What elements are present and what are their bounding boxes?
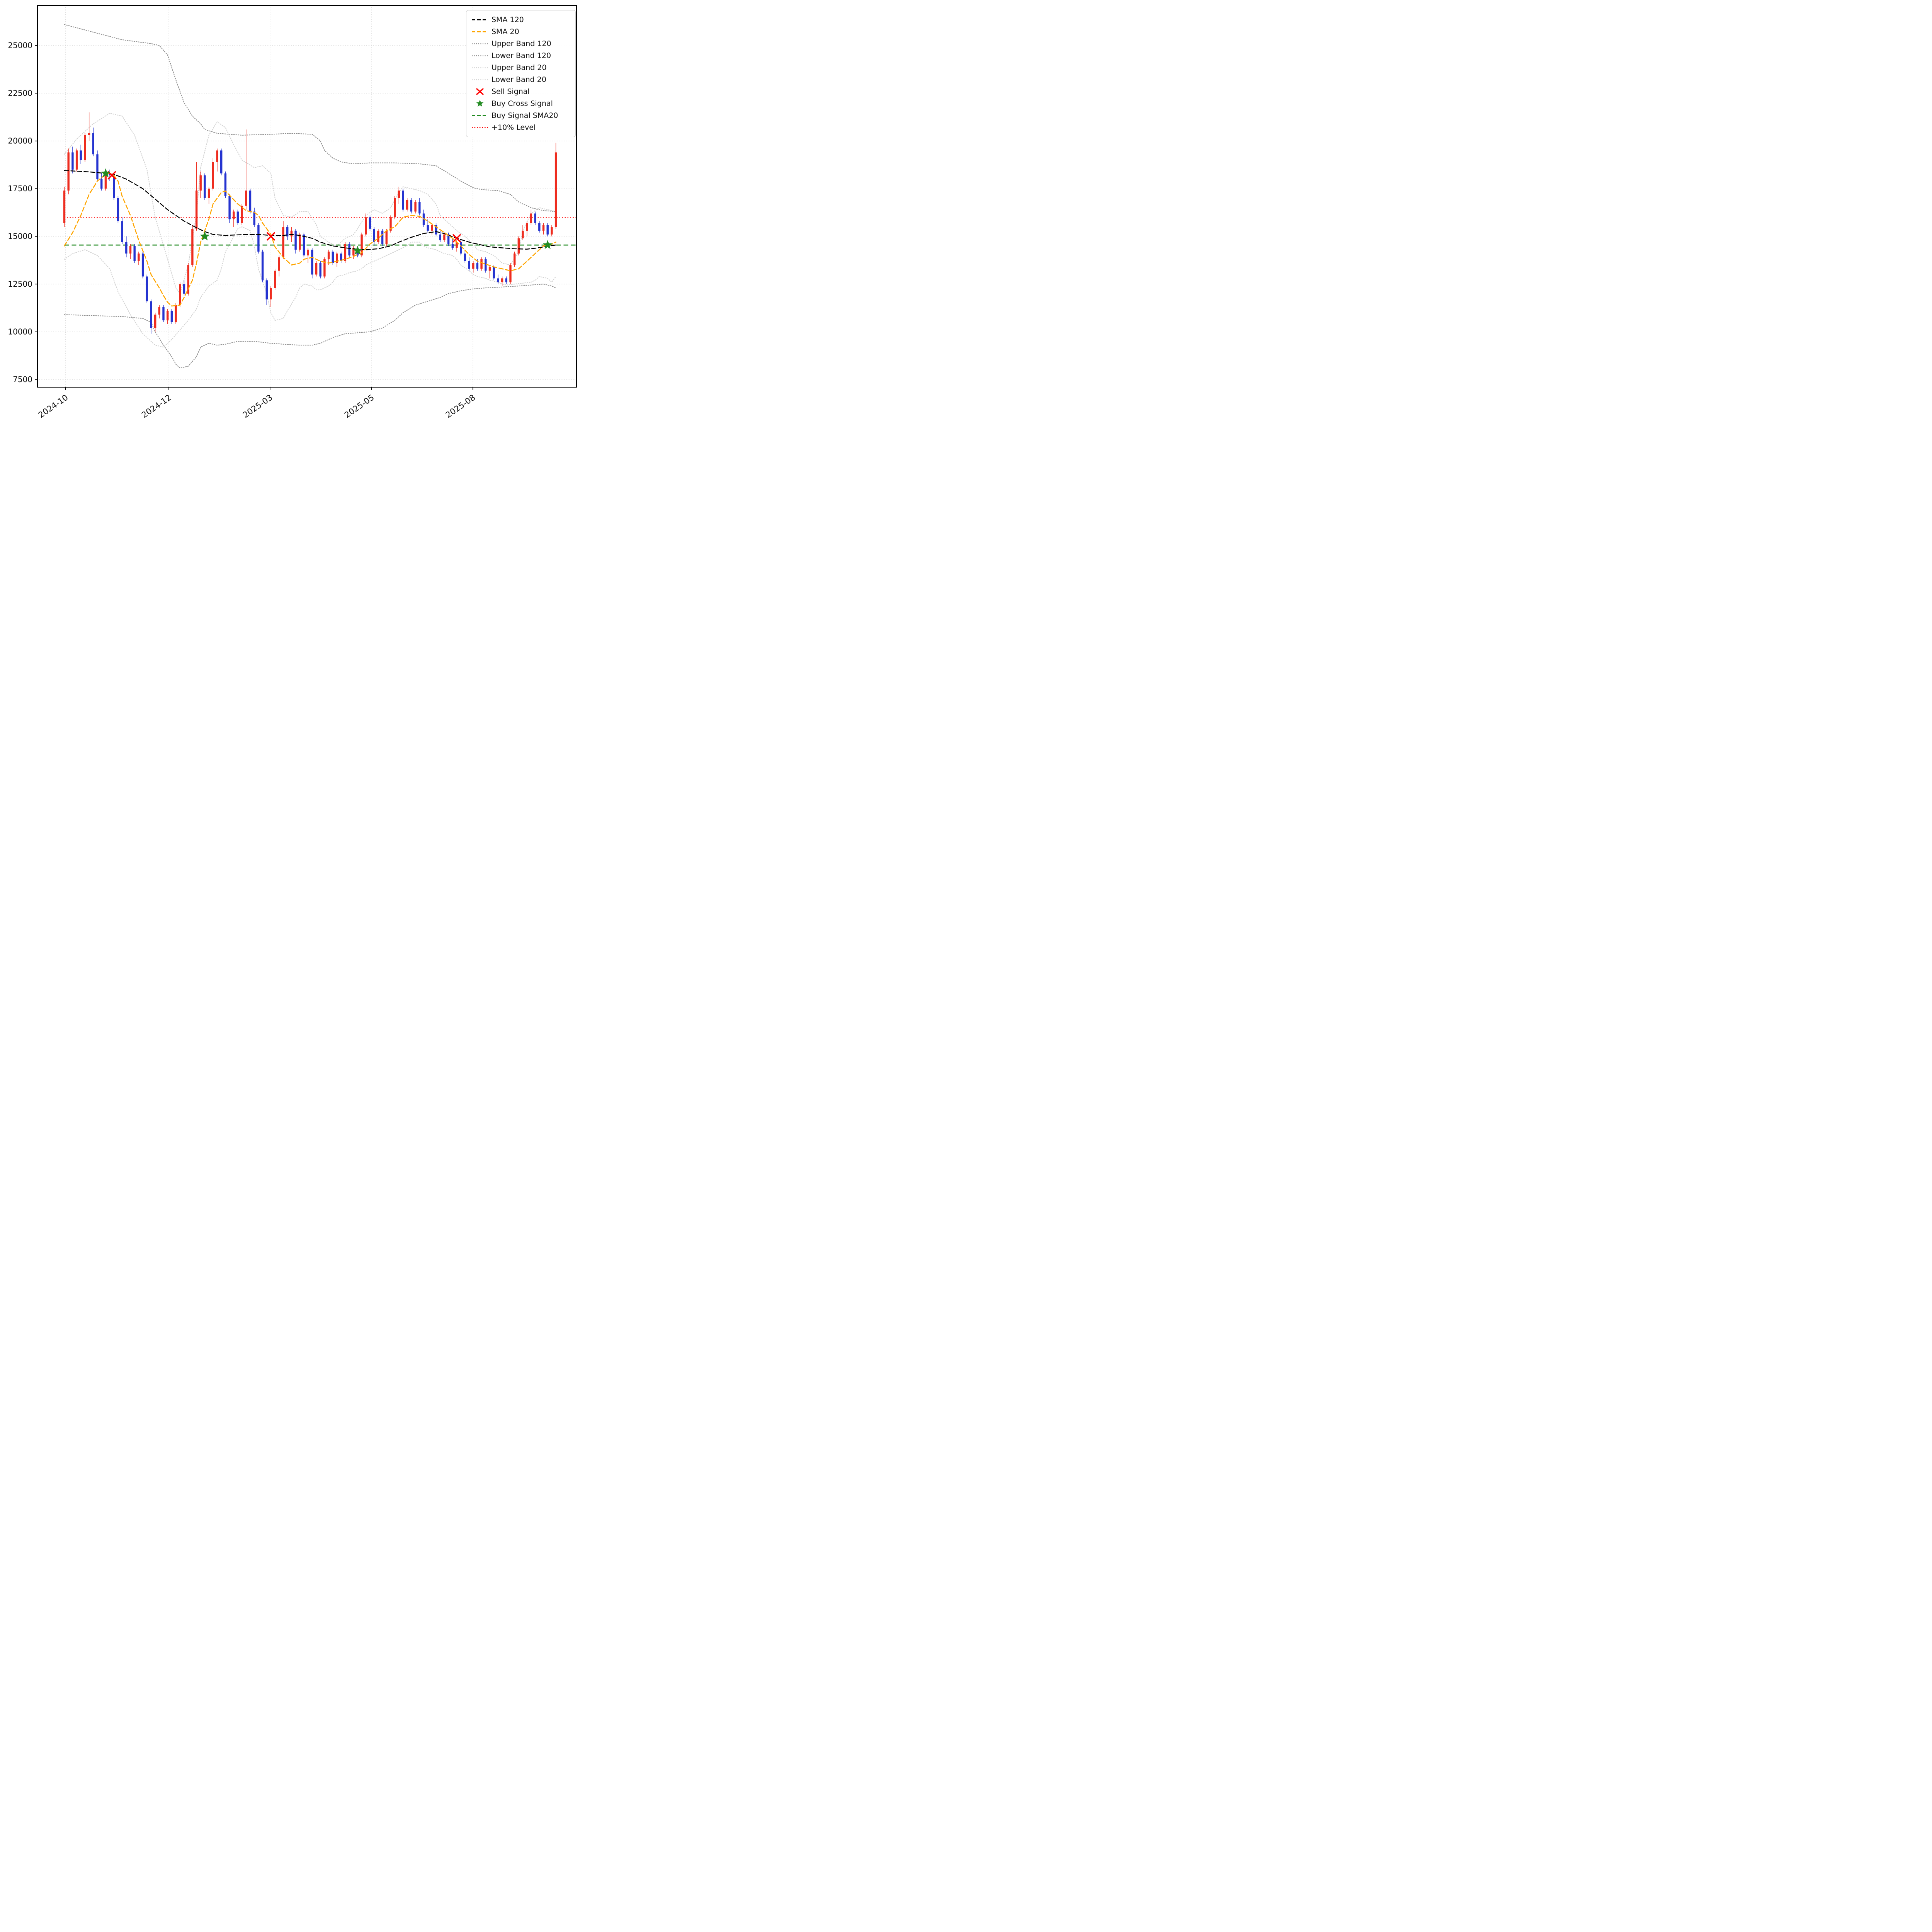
grid-lines	[37, 5, 577, 387]
legend-item-upper-band-20: Upper Band 20	[471, 62, 571, 73]
sell-signal-marker	[107, 171, 116, 180]
chart-legend: SMA 120 SMA 20 Upper Band 120 Lower Band 12…	[466, 10, 576, 137]
bollinger-bands	[64, 24, 556, 369]
y-tick-label: 10000	[8, 327, 32, 337]
legend-label: Sell Signal	[492, 87, 530, 96]
legend-label: Lower Band 120	[492, 51, 551, 60]
legend-item-buy-cross-signal: Buy Cross Signal	[471, 98, 571, 109]
legend-label: +10% Level	[492, 123, 536, 132]
upper-band-120-line	[64, 24, 556, 212]
y-tick-label: 7500	[13, 375, 32, 384]
x-tick-label: 2025-05	[343, 393, 376, 420]
line-sample-icon	[471, 123, 489, 132]
legend-label: Buy Cross Signal	[492, 99, 553, 108]
y-tick-label: 17500	[8, 184, 32, 193]
horizontal-levels	[64, 217, 577, 246]
legend-item-lower-band-120: Lower Band 120	[471, 50, 571, 61]
x-tick-label: 2024-10	[37, 393, 70, 420]
legend-item-buy-signal-sma20: Buy Signal SMA20	[471, 110, 571, 121]
legend-label: Buy Signal SMA20	[492, 111, 558, 120]
x-tick-label: 2025-08	[444, 393, 477, 420]
line-sample-icon	[471, 27, 489, 36]
legend-item--10-level: +10% Level	[471, 122, 571, 133]
buy-cross-signal-marker	[200, 231, 210, 241]
legend-item-sma-120: SMA 120	[471, 14, 571, 25]
line-sample-icon	[471, 63, 489, 72]
candlestick-chart-figure: 7500 10000 12500 15000 17500 20000 22500 25000 2…	[0, 0, 580, 423]
buy-star-icon	[471, 99, 489, 108]
legend-item-lower-band-20: Lower Band 20	[471, 74, 571, 85]
y-tick-label: 22500	[8, 88, 32, 98]
chart-plot-area: 7500 10000 12500 15000 17500 20000 22500 25000 2…	[8, 5, 577, 420]
x-tick-label: 2025-03	[241, 393, 274, 420]
legend-label: Upper Band 20	[492, 63, 547, 72]
line-sample-icon	[471, 15, 489, 24]
legend-label: SMA 20	[492, 27, 519, 36]
line-sample-icon	[471, 111, 489, 120]
buy-cross-signal-marker	[353, 245, 362, 255]
lower-band-120-line	[64, 284, 556, 369]
legend-label: Lower Band 20	[492, 75, 546, 84]
sma-20-line	[64, 173, 556, 307]
legend-item-upper-band-120: Upper Band 120	[471, 38, 571, 49]
lower-band-20-line	[64, 226, 556, 348]
legend-label: Upper Band 120	[492, 39, 551, 48]
y-tick-label: 15000	[8, 232, 32, 241]
y-tick-label: 25000	[8, 41, 32, 50]
buy-cross-signal-marker	[101, 168, 111, 178]
legend-item-sma-20: SMA 20	[471, 26, 571, 37]
sma-120-line	[64, 170, 556, 250]
sell-signal-marker	[267, 232, 275, 241]
buy-cross-signal-marker	[543, 240, 553, 249]
y-tick-label: 20000	[8, 136, 32, 146]
upper-band-20-line	[64, 113, 556, 294]
sell-x-icon	[471, 87, 489, 96]
y-tick-label: 12500	[8, 279, 32, 289]
trade-signals	[101, 168, 553, 255]
sell-signal-marker	[452, 234, 461, 243]
line-sample-icon	[471, 75, 489, 84]
candles	[63, 112, 557, 334]
line-sample-icon	[471, 51, 489, 60]
line-sample-icon	[471, 39, 489, 48]
x-tick-label: 2024-12	[140, 393, 173, 420]
moving-averages	[64, 170, 556, 307]
legend-label: SMA 120	[492, 15, 524, 24]
legend-item-sell-signal: Sell Signal	[471, 86, 571, 97]
